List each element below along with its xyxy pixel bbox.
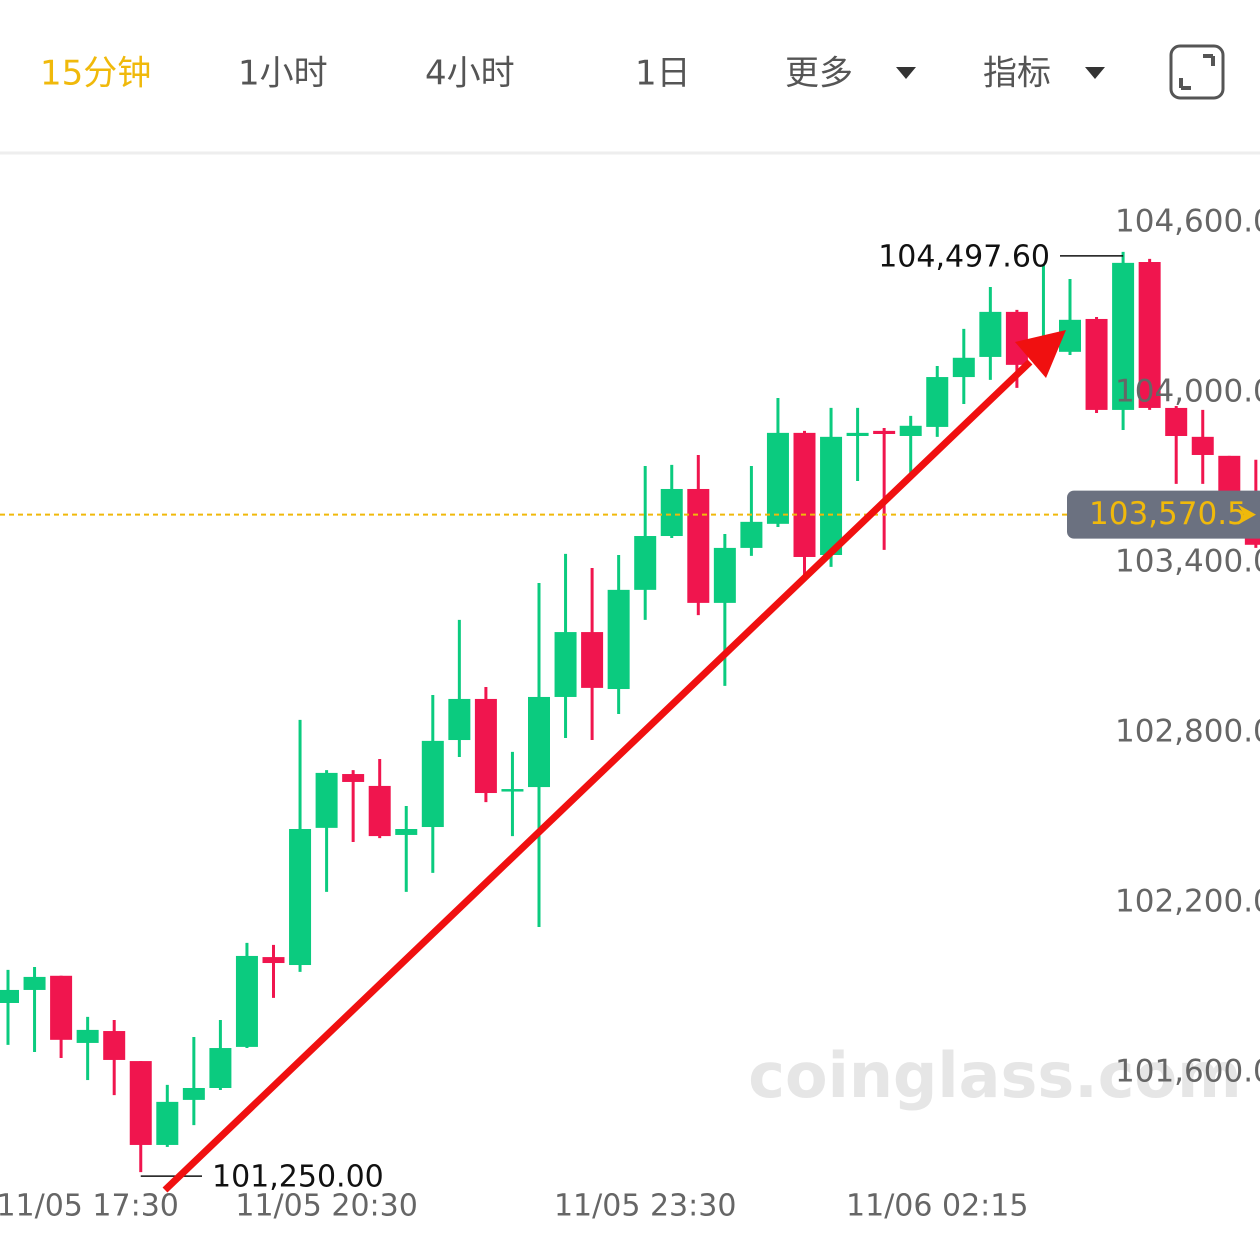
candle-body <box>528 696 550 788</box>
candle-body <box>23 976 46 990</box>
watermark: coinglass.com <box>748 1039 1242 1112</box>
high-marker-label: 104,497.60 <box>878 239 1050 274</box>
tab[interactable]: 15分钟 <box>40 54 151 94</box>
tab[interactable]: 4小时 <box>425 54 515 94</box>
arrow-head <box>1015 330 1066 378</box>
fullscreen-button[interactable] <box>1169 44 1225 100</box>
candle-body <box>103 1031 126 1060</box>
candle-body <box>156 1101 179 1145</box>
candle-body <box>421 740 444 828</box>
candle-body <box>368 785 391 837</box>
candle-body <box>766 432 789 524</box>
tab[interactable]: 1日 <box>635 54 691 94</box>
candle-body <box>1191 436 1214 455</box>
candle-body <box>448 698 471 741</box>
candle-body <box>1138 262 1161 408</box>
x-tick-label: 11/05 17:30 <box>0 1189 179 1224</box>
candle-body <box>581 632 604 688</box>
candle-body <box>1165 407 1188 436</box>
candle-body <box>979 311 1002 357</box>
trend-arrow <box>162 359 1033 1193</box>
x-tick-label: 11/05 23:30 <box>554 1189 736 1224</box>
candle-body <box>50 975 73 1040</box>
candle-body <box>182 1087 205 1100</box>
candle-body <box>634 536 657 590</box>
candle-body <box>952 357 975 378</box>
y-tick-label: 102,800.0 <box>1115 713 1260 749</box>
candle-body <box>76 1029 99 1043</box>
candle-body <box>1059 319 1081 352</box>
candle-body <box>873 430 896 435</box>
candle-body <box>395 829 418 835</box>
fullscreen-icon <box>1179 54 1215 90</box>
last-price-arrow <box>1238 504 1256 525</box>
dropdown-arrow <box>896 67 916 79</box>
candle-body <box>660 488 683 537</box>
candle-body <box>209 1048 232 1088</box>
last-price-label: 103,570.5 <box>1089 496 1247 532</box>
low-marker-label: 101,250.00 <box>212 1160 384 1195</box>
candle-body <box>740 521 763 548</box>
y-tick-label: 101,600.0 <box>1115 1053 1260 1089</box>
tab[interactable]: 指标 <box>983 54 1051 94</box>
candle-body <box>820 436 843 555</box>
y-tick-label: 102,200.0 <box>1115 883 1260 919</box>
y-tick-label: 104,000.0 <box>1115 373 1260 409</box>
candle-body <box>235 955 258 1047</box>
candle-body <box>1218 455 1241 493</box>
last-price-box <box>1067 490 1260 539</box>
candle-body <box>474 698 497 794</box>
candle-body <box>1085 318 1108 410</box>
plot: 11/05 17:30 11/05 20:30 11/05 23:30 11/06 0… <box>0 203 1260 1224</box>
candle-body <box>1112 262 1135 410</box>
candle-body <box>926 377 949 427</box>
candle-body <box>342 774 365 782</box>
candle-body <box>0 989 19 1003</box>
candle-body <box>129 1061 152 1145</box>
tab[interactable]: 1小时 <box>238 54 328 94</box>
candle-body <box>793 432 816 557</box>
annotation-arrow <box>162 330 1066 1193</box>
candle-body <box>1005 311 1028 365</box>
candle-body <box>607 589 630 690</box>
candle-body <box>501 789 524 792</box>
dropdown-arrow <box>1085 67 1105 79</box>
candle-body <box>846 432 869 436</box>
candle-body <box>713 547 736 603</box>
candle-body <box>289 829 312 966</box>
candle-body <box>687 488 710 603</box>
candle-body <box>315 772 338 828</box>
candle-body <box>262 957 285 964</box>
y-tick-label: 103,400.0 <box>1115 543 1260 579</box>
tab[interactable]: 更多 <box>785 54 853 94</box>
candle-body <box>899 425 922 436</box>
x-tick-label: 11/06 02:15 <box>846 1189 1028 1224</box>
x-tick-label: 11/05 20:30 <box>235 1189 417 1224</box>
y-tick-label: 104,600.0 <box>1115 203 1260 239</box>
candle-body <box>554 632 577 697</box>
toolbar: 15分钟 1小时 4小时 1日 更多 指标 <box>0 44 1260 155</box>
